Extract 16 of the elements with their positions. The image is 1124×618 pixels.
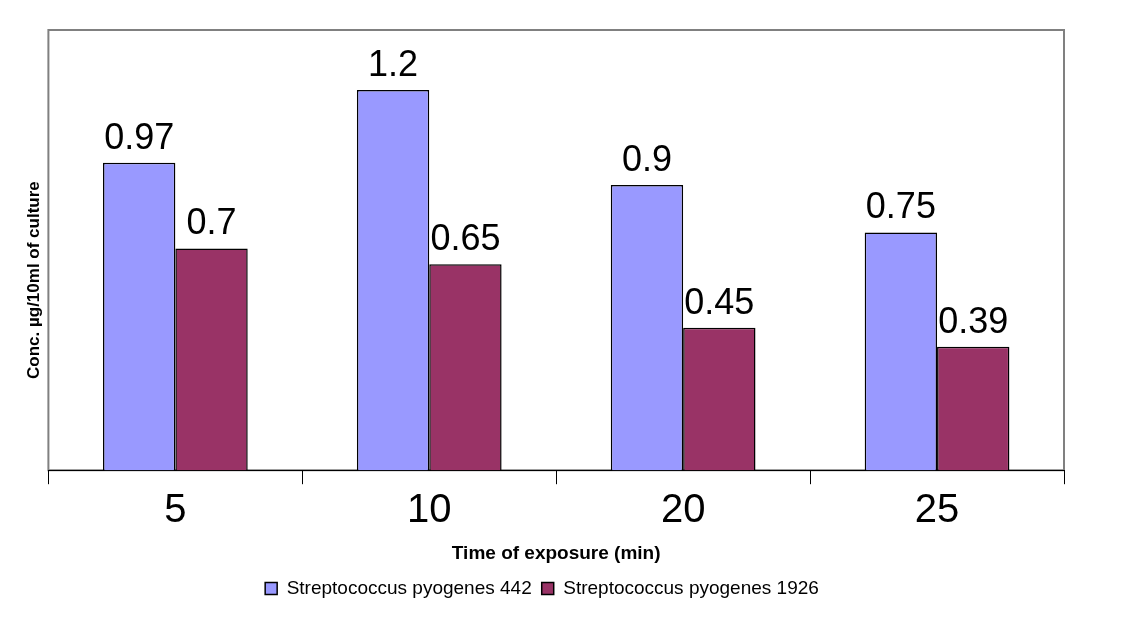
- x-tick-label: 25: [914, 486, 960, 531]
- y-axis-title: Conc. µg/10ml of culture: [23, 181, 43, 379]
- data-label: 0.45: [684, 280, 755, 322]
- x-tick-label: 10: [407, 486, 452, 531]
- data-label: 0.75: [865, 185, 936, 227]
- x-tick-label: 5: [164, 486, 187, 531]
- data-label: 1.2: [368, 42, 419, 84]
- data-label: 0.65: [430, 217, 501, 259]
- legend-label: Streptococcus pyogenes 1926: [563, 576, 819, 598]
- data-label: 0.97: [104, 115, 175, 157]
- x-tick-label: 20: [660, 486, 706, 531]
- data-label: 0.7: [186, 201, 237, 243]
- data-label: 0.39: [938, 299, 1009, 341]
- data-label: 0.9: [621, 137, 672, 179]
- x-axis-title: Time of exposure (min): [451, 541, 661, 563]
- legend-label: Streptococcus pyogenes 442: [286, 576, 532, 598]
